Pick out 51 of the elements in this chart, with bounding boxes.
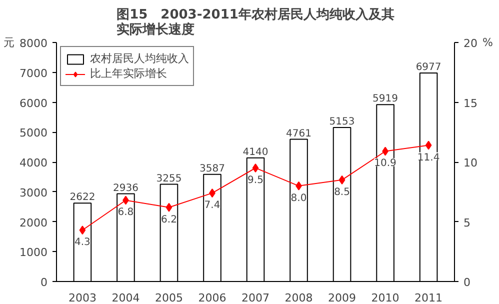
data-label: 4.3	[74, 237, 90, 248]
y-axis-title: 元	[4, 36, 15, 49]
point	[166, 202, 172, 212]
data-label: 5153	[329, 116, 355, 128]
data-label: 3255	[156, 173, 182, 184]
data-label: 7.4	[204, 200, 220, 212]
x-tick-label: 2008	[284, 292, 313, 304]
data-label: 2622	[70, 192, 96, 204]
legend-label: 农村居民人均纯收入	[90, 51, 189, 66]
chart-title: 图15 2003-2011年农村居民人均纯收入及其实际增长速度	[116, 6, 394, 38]
x-tick-label: 2009	[328, 292, 356, 304]
data-label: 4761	[286, 128, 312, 140]
x-tick-label: 2010	[371, 292, 400, 304]
data-label: 5919	[372, 94, 398, 105]
y2-tick-label: 20	[464, 37, 478, 50]
y2-tick-label: 10	[464, 156, 478, 170]
x-tick-label: 2007	[242, 292, 270, 304]
x-tick-label: 2003	[68, 292, 96, 304]
data-label: 11.4	[417, 152, 440, 164]
y2-tick-label: 15	[464, 96, 478, 110]
y-tick-label: 5000	[20, 126, 48, 140]
y2-axis-title: %	[482, 36, 493, 49]
y-tick-label: 7000	[20, 66, 48, 80]
x-tick-label: 2005	[154, 292, 183, 304]
legend-label: 比上年实际增长	[90, 66, 167, 81]
data-label: 8.0	[290, 192, 307, 204]
y2-tick-label: 0	[464, 276, 470, 289]
y2-tick-label: 5	[464, 216, 470, 230]
point	[338, 175, 346, 184]
x-tick-label: 2006	[198, 292, 226, 304]
y-tick-label: 2000	[20, 216, 48, 230]
data-label: 2936	[112, 182, 138, 194]
y-tick-label: 0	[40, 276, 48, 289]
data-label: 8.5	[334, 186, 350, 198]
point	[425, 140, 432, 150]
data-label: 6.8	[118, 207, 134, 218]
y-tick-label: 8000	[20, 37, 48, 50]
x-tick-label: 2004	[112, 292, 140, 304]
point	[79, 226, 86, 235]
data-label: 3587	[200, 163, 225, 174]
data-label: 6.2	[161, 214, 177, 226]
y-tick-label: 3000	[20, 186, 48, 200]
point	[252, 163, 259, 172]
data-label: 9.5	[248, 174, 264, 186]
y-tick-label: 6000	[20, 96, 48, 110]
data-label: 4140	[242, 146, 268, 158]
y-tick-label: 4000	[20, 156, 48, 170]
y-tick-label: 1000	[20, 246, 48, 260]
data-label: 10.9	[374, 158, 396, 170]
x-tick-label: 2011	[414, 292, 443, 304]
data-label: 6977	[416, 62, 442, 74]
